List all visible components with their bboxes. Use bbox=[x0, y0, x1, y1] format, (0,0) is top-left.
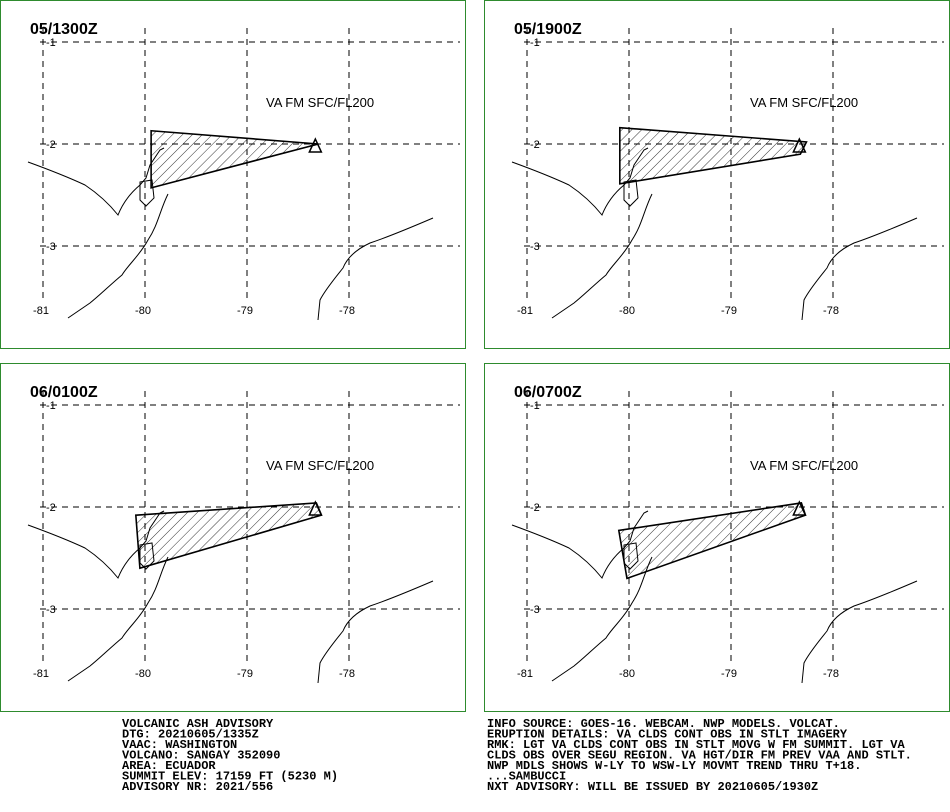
ash-cloud bbox=[619, 126, 808, 185]
advisory-line: VAAC: WASHINGTON bbox=[122, 738, 237, 752]
panel-title: 05/1300Z bbox=[30, 21, 98, 38]
advisory-line: VOLCANIC ASH ADVISORY bbox=[122, 717, 274, 731]
map-panel: -81 -80 -79 -78 -1 -2 -3 06/0100Z VA FM SFC/FL20… bbox=[0, 363, 466, 712]
lon-tick-label: -81 bbox=[517, 668, 533, 680]
lat-tick-label: -2 bbox=[46, 502, 56, 514]
lat-tick-label: -3 bbox=[46, 604, 56, 616]
lon-tick-label: -78 bbox=[823, 305, 839, 317]
volcano-symbol bbox=[792, 500, 807, 516]
advisory-line: ERUPTION DETAILS: VA CLDS CONT OBS IN ST… bbox=[487, 728, 848, 742]
lon-tick-label: -81 bbox=[517, 305, 533, 317]
lon-tick-label: -79 bbox=[237, 668, 253, 680]
advisory-line: ...SAMBUCCI bbox=[487, 770, 566, 784]
advisory-line: DTG: 20210605/1335Z bbox=[122, 728, 259, 742]
advisory-line: INFO SOURCE: GOES-16. WEBCAM. NWP MODELS… bbox=[487, 717, 840, 731]
lat-tick-label: -2 bbox=[530, 502, 540, 514]
lon-tick-label: -80 bbox=[619, 305, 635, 317]
map-panel: -81 -80 -79 -78 -1 -2 -3 06/0700Z VA FM SFC/FL20… bbox=[484, 363, 950, 712]
volcano-symbol bbox=[308, 137, 323, 153]
volcano-symbol bbox=[308, 500, 323, 516]
panels: -81 -80 -79 -78 -1 -2 -3 05/1300Z VA FM SFC/FL20… bbox=[0, 0, 950, 712]
lat-tick-label: -1 bbox=[530, 400, 540, 412]
lon-tick-label: -78 bbox=[339, 668, 355, 680]
panel-title: 06/0100Z bbox=[30, 384, 98, 401]
lat-tick-label: -3 bbox=[46, 241, 56, 253]
lon-tick-label: -79 bbox=[721, 305, 737, 317]
lon-tick-label: -79 bbox=[237, 305, 253, 317]
lon-tick-label: -81 bbox=[33, 305, 49, 317]
advisory-line: NXT ADVISORY: WILL BE ISSUED BY 20210605… bbox=[487, 780, 818, 794]
volcano-symbol bbox=[792, 137, 807, 153]
lon-tick-label: -80 bbox=[619, 668, 635, 680]
panel-title: 05/1900Z bbox=[514, 21, 582, 38]
layer-label: VA FM SFC/FL200 bbox=[750, 95, 858, 110]
lon-tick-label: -80 bbox=[135, 305, 151, 317]
lat-tick-label: -3 bbox=[530, 604, 540, 616]
lat-tick-label: -1 bbox=[46, 400, 56, 412]
advisory-line: VOLCANO: SANGAY 352090 bbox=[122, 749, 280, 763]
panel-title: 06/0700Z bbox=[514, 384, 582, 401]
layer-label: VA FM SFC/FL200 bbox=[266, 458, 374, 473]
advisory-right: INFO SOURCE: GOES-16. WEBCAM. NWP MODELS… bbox=[487, 717, 912, 794]
map-panel: -81 -80 -79 -78 -1 -2 -3 05/1900Z VA FM SFC/FL20… bbox=[484, 0, 950, 349]
lon-tick-label: -80 bbox=[135, 668, 151, 680]
advisory-line: RMK: LGT VA CLDS CONT OBS IN STLT MOVG W… bbox=[487, 738, 905, 752]
lon-tick-label: -78 bbox=[823, 668, 839, 680]
layer-label: VA FM SFC/FL200 bbox=[750, 458, 858, 473]
advisory-line: ADVISORY NR: 2021/556 bbox=[122, 780, 273, 794]
lat-tick-label: -3 bbox=[530, 241, 540, 253]
panel-frame bbox=[0, 0, 466, 349]
advisory-line: SUMMIT ELEV: 17159 FT (5230 M) bbox=[122, 770, 338, 784]
panel-frame bbox=[484, 0, 950, 349]
lat-tick-label: -2 bbox=[530, 139, 540, 151]
advisory-line: AREA: ECUADOR bbox=[122, 759, 216, 773]
map-panel: -81 -80 -79 -78 -1 -2 -3 05/1300Z VA FM SFC/FL20… bbox=[0, 0, 466, 349]
advisory-line: CLDS OBS OVER SEGU REGION. VA HGT/DIR FM… bbox=[487, 749, 912, 763]
lon-tick-label: -79 bbox=[721, 668, 737, 680]
ash-cloud bbox=[150, 129, 319, 189]
lat-tick-label: -2 bbox=[46, 139, 56, 151]
advisory-line: NWP MDLS SHOWS W-LY TO WSW-LY MOVMT TREN… bbox=[487, 759, 861, 773]
lat-tick-label: -1 bbox=[46, 37, 56, 49]
layer-label: VA FM SFC/FL200 bbox=[266, 95, 374, 110]
lon-tick-label: -81 bbox=[33, 668, 49, 680]
lon-tick-label: -78 bbox=[339, 305, 355, 317]
lat-tick-label: -1 bbox=[530, 37, 540, 49]
